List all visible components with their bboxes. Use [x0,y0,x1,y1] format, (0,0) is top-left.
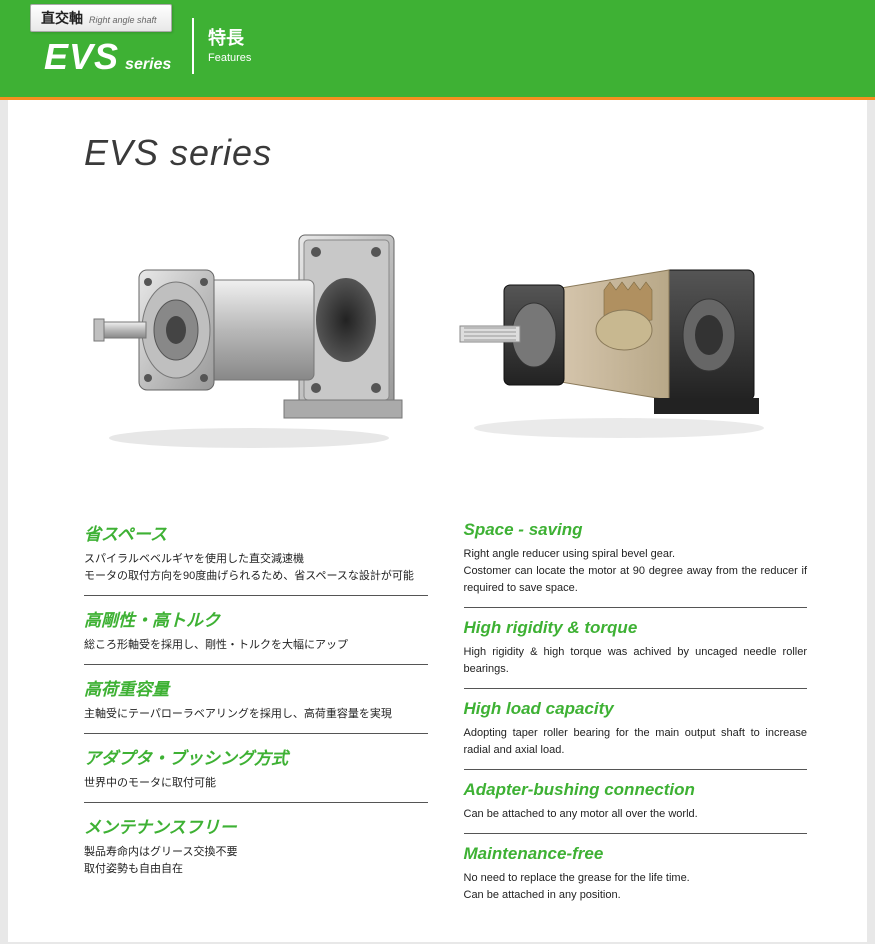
page-body: EVS series [8,100,867,942]
feature-body: 製品寿命内はグリース交換不要取付姿勢も自由自在 [84,844,428,878]
feature-title: 省スペース [84,520,428,545]
divider [464,833,808,834]
product-photo [84,200,414,460]
feature-body: Can be attached to any motor all over th… [464,806,808,823]
badge-jp: 直交軸 [41,8,83,28]
divider [84,664,428,665]
feature-en-2: High load capacity Adopting taper roller… [464,699,808,759]
feature-body: Adopting taper roller bearing for the ma… [464,725,808,759]
subtitle-en: Features [208,52,251,64]
divider [464,607,808,608]
feature-title: Adapter-bushing connection [464,780,808,800]
feature-title: High load capacity [464,699,808,719]
divider [84,802,428,803]
product-cutaway [454,200,784,460]
feature-en-0: Space - saving Right angle reducer using… [464,520,808,597]
divider [84,733,428,734]
feature-en-1: High rigidity & torque High rigidity & h… [464,618,808,678]
feature-title: Maintenance-free [464,844,808,864]
series-suffix: series [125,56,171,74]
feature-body: 総ころ形軸受を採用し、剛性・トルクを大幅にアップ [84,637,428,654]
feature-jp-4: メンテナンスフリー 製品寿命内はグリース交換不要取付姿勢も自由自在 [84,813,428,878]
feature-body: 世界中のモータに取付可能 [84,775,428,792]
feature-body: No need to replace the grease for the li… [464,870,808,904]
feature-jp-3: アダプタ・ブッシング方式 世界中のモータに取付可能 [84,744,428,792]
feature-body: High rigidity & high torque was achived … [464,644,808,678]
features-columns: 省スペース スパイラルベベルギヤを使用した直交減速機モータの取付方向を90度曲げ… [84,520,807,914]
features-jp-column: 省スペース スパイラルベベルギヤを使用した直交減速機モータの取付方向を90度曲げ… [84,520,428,914]
feature-jp-0: 省スペース スパイラルベベルギヤを使用した直交減速機モータの取付方向を90度曲げ… [84,520,428,585]
feature-title: 高剛性・高トルク [84,606,428,631]
series-name: EVS [44,36,119,78]
feature-title: Space - saving [464,520,808,540]
category-badge: 直交軸 Right angle shaft [30,4,172,32]
feature-title: アダプタ・ブッシング方式 [84,744,428,769]
feature-body: 主軸受にテーパローラベアリングを採用し、高荷重容量を実現 [84,706,428,723]
subtitle-jp: 特長 [208,24,251,50]
header-band: 直交軸 Right angle shaft EVS series 特長 Feat… [0,0,875,100]
feature-title: High rigidity & torque [464,618,808,638]
page-title: EVS series [84,132,807,174]
badge-en: Right angle shaft [89,15,157,25]
divider [464,688,808,689]
divider [464,769,808,770]
feature-en-4: Maintenance-free No need to replace the … [464,844,808,904]
feature-body: Right angle reducer using spiral bevel g… [464,546,808,597]
header-divider [192,18,194,74]
feature-title: メンテナンスフリー [84,813,428,838]
divider [84,595,428,596]
header-subtitle: 特長 Features [208,24,251,64]
feature-jp-1: 高剛性・高トルク 総ころ形軸受を採用し、剛性・トルクを大幅にアップ [84,606,428,654]
feature-jp-2: 高荷重容量 主軸受にテーパローラベアリングを採用し、高荷重容量を実現 [84,675,428,723]
feature-en-3: Adapter-bushing connection Can be attach… [464,780,808,823]
header-series: EVS series [44,36,171,78]
feature-body: スパイラルベベルギヤを使用した直交減速機モータの取付方向を90度曲げられるため、… [84,551,428,585]
product-images-row [84,200,807,460]
features-en-column: Space - saving Right angle reducer using… [464,520,808,914]
feature-title: 高荷重容量 [84,675,428,700]
